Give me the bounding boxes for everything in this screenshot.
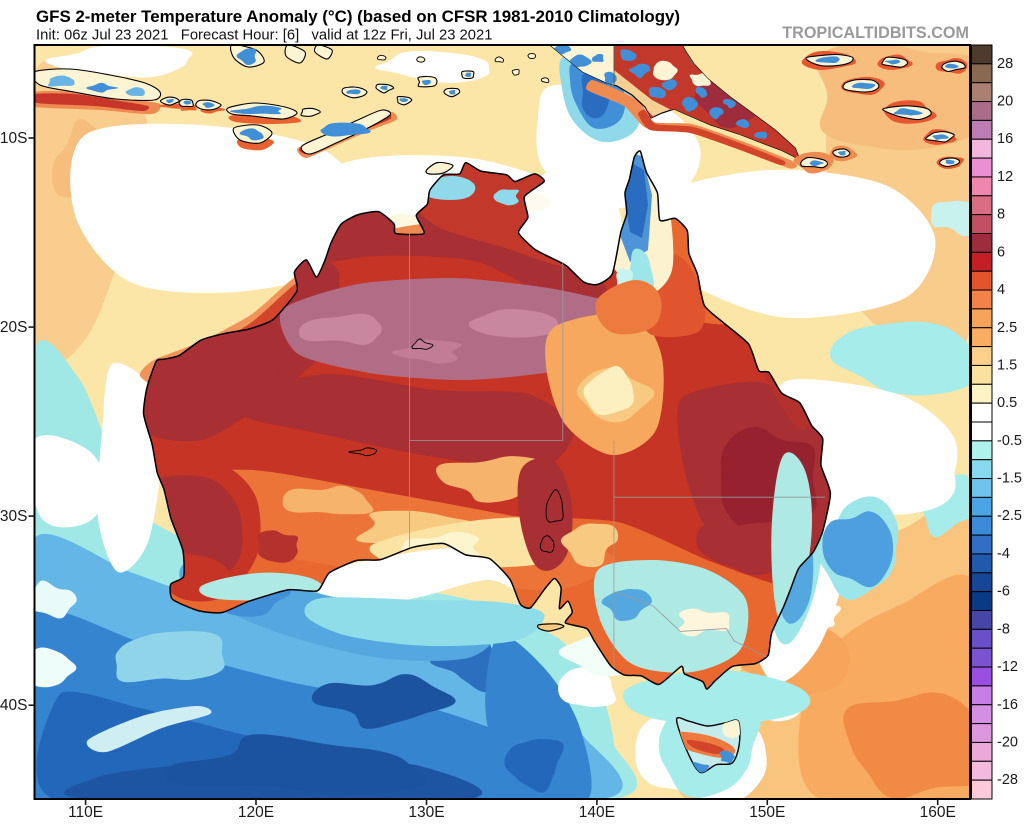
svg-text:-16: -16 bbox=[997, 697, 1018, 713]
svg-text:20: 20 bbox=[997, 94, 1013, 110]
svg-text:4: 4 bbox=[997, 282, 1005, 298]
svg-text:1.5: 1.5 bbox=[997, 358, 1017, 374]
svg-text:-8: -8 bbox=[997, 621, 1010, 637]
svg-text:130E: 130E bbox=[408, 804, 444, 820]
svg-text:16: 16 bbox=[997, 131, 1013, 147]
svg-text:2.5: 2.5 bbox=[997, 320, 1017, 336]
svg-text:GFS 2-meter Temperature Anomal: GFS 2-meter Temperature Anomaly (°C) (ba… bbox=[36, 7, 680, 26]
svg-text:TROPICALTIDBITS.COM: TROPICALTIDBITS.COM bbox=[782, 24, 969, 42]
svg-text:-28: -28 bbox=[997, 772, 1018, 788]
svg-text:12: 12 bbox=[997, 169, 1013, 185]
svg-text:120E: 120E bbox=[238, 804, 274, 820]
svg-text:-20: -20 bbox=[997, 735, 1018, 751]
svg-text:160E: 160E bbox=[920, 804, 956, 820]
svg-text:110E: 110E bbox=[68, 804, 103, 820]
svg-text:40S: 40S bbox=[0, 697, 28, 714]
svg-text:30S: 30S bbox=[0, 508, 28, 525]
svg-text:140E: 140E bbox=[579, 804, 615, 820]
svg-text:-2.5: -2.5 bbox=[997, 508, 1022, 524]
svg-text:-6: -6 bbox=[997, 584, 1010, 600]
svg-text:6: 6 bbox=[997, 244, 1005, 260]
svg-text:10S: 10S bbox=[0, 130, 28, 147]
svg-text:0.5: 0.5 bbox=[997, 395, 1017, 411]
svg-text:Init: 06z Jul 23 2021 Foreca: Init: 06z Jul 23 2021 Forecast Hour: [6]… bbox=[36, 28, 492, 44]
svg-text:-12: -12 bbox=[997, 659, 1018, 675]
svg-text:150E: 150E bbox=[749, 804, 785, 820]
svg-text:8: 8 bbox=[997, 207, 1005, 223]
svg-text:-4: -4 bbox=[997, 546, 1010, 562]
svg-text:-0.5: -0.5 bbox=[997, 433, 1022, 449]
svg-text:28: 28 bbox=[997, 56, 1013, 72]
svg-text:20S: 20S bbox=[0, 319, 28, 336]
svg-text:-1.5: -1.5 bbox=[997, 471, 1022, 487]
